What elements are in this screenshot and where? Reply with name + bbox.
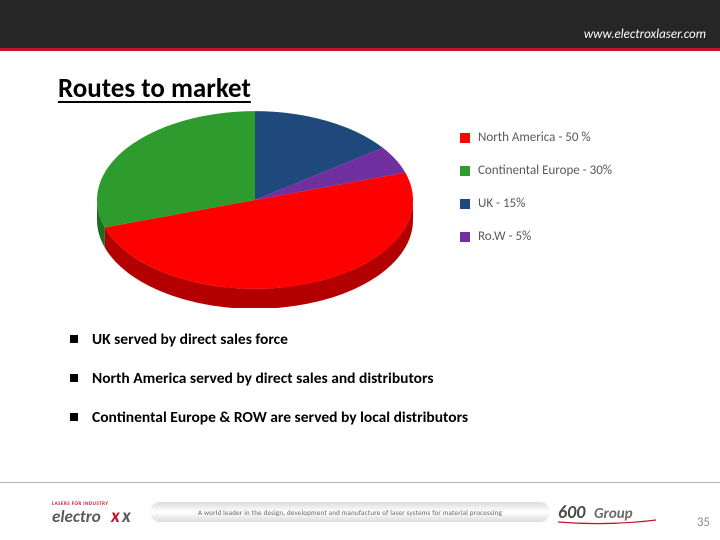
- routes-pie-chart: North America - 50 % Continental Europe -…: [60, 108, 660, 318]
- bullet-item: North America served by direct sales and…: [70, 369, 650, 388]
- svg-text:x: x: [121, 505, 131, 526]
- legend-label: Ro.W - 5%: [478, 229, 531, 244]
- bullet-item: Continental Europe & ROW are served by l…: [70, 408, 650, 427]
- header-accent-line: [0, 48, 720, 51]
- bullet-text: Continental Europe & ROW are served by l…: [92, 408, 468, 427]
- svg-text:Group: Group: [594, 505, 633, 523]
- bullet-item: UK served by direct sales force: [70, 330, 650, 349]
- legend-label: Continental Europe - 30%: [478, 163, 612, 178]
- bullet-list: UK served by direct sales force North Ame…: [70, 330, 650, 447]
- svg-text:x: x: [110, 505, 120, 526]
- legend-item: Ro.W - 5%: [460, 229, 660, 244]
- bullet-text: UK served by direct sales force: [92, 330, 288, 349]
- legend-label: UK - 15%: [478, 196, 525, 211]
- page-title: Routes to market: [58, 72, 251, 105]
- logo-left-text: electro: [52, 506, 101, 526]
- legend-swatch: [460, 133, 470, 143]
- legend-swatch: [460, 232, 470, 242]
- slide: www.electroxlaser.com Routes to market N…: [0, 0, 720, 540]
- page-number: 35: [697, 515, 710, 530]
- bullet-square-icon: [70, 374, 78, 382]
- footer: LASERS FOR INDUSTRY electro x x A world …: [0, 482, 720, 540]
- pie-graphic: [90, 108, 420, 308]
- footer-strapline-bar: A world leader in the design, developmen…: [150, 502, 550, 522]
- legend-label: North America - 50 %: [478, 130, 591, 145]
- 600group-logo: 600 Group: [558, 496, 658, 526]
- legend-item: Continental Europe - 30%: [460, 163, 660, 178]
- site-url: www.electroxlaser.com: [584, 27, 706, 42]
- legend-item: North America - 50 %: [460, 130, 660, 145]
- bullet-square-icon: [70, 413, 78, 421]
- bullet-square-icon: [70, 335, 78, 343]
- header-bar: www.electroxlaser.com: [0, 0, 720, 48]
- svg-text:600: 600: [558, 501, 586, 523]
- legend-swatch: [460, 166, 470, 176]
- footer-strapline: A world leader in the design, developmen…: [198, 508, 502, 517]
- pie-legend: North America - 50 % Continental Europe -…: [460, 130, 660, 262]
- footer-divider: [0, 482, 720, 483]
- bullet-text: North America served by direct sales and…: [92, 369, 434, 388]
- electrox-logo: LASERS FOR INDUSTRY electro x x: [52, 496, 152, 526]
- legend-item: UK - 15%: [460, 196, 660, 211]
- legend-swatch: [460, 199, 470, 209]
